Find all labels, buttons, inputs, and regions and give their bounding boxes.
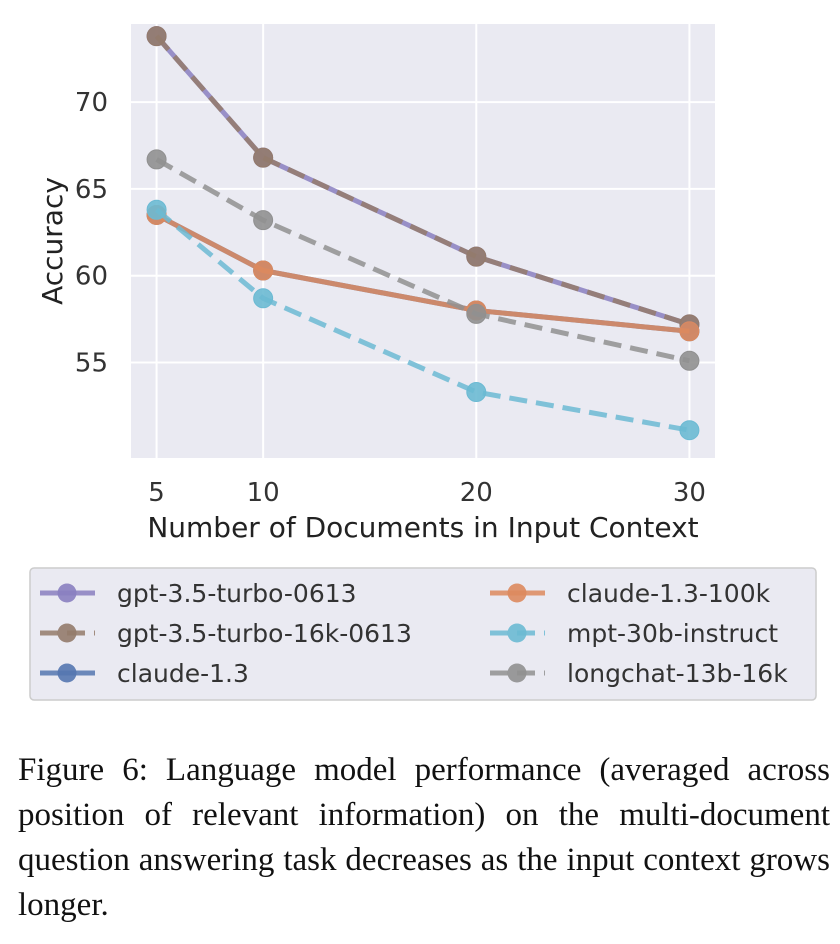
y-axis-label: Accuracy xyxy=(36,177,69,305)
legend: gpt-3.5-turbo-0613 gpt-3.5-turbo-16k-0613… xyxy=(40,579,788,688)
data-point xyxy=(146,199,167,220)
grid xyxy=(131,24,715,458)
data-point xyxy=(679,321,700,342)
plot-area xyxy=(131,24,715,458)
legend-swatch-marker xyxy=(57,583,77,603)
data-point xyxy=(253,147,274,168)
legend-label: claude-1.3-100k xyxy=(567,579,771,608)
legend-label: mpt-30b-instruct xyxy=(567,619,778,648)
series-layer xyxy=(146,26,700,441)
y-tick-label: 70 xyxy=(75,88,108,118)
data-point xyxy=(466,303,487,324)
data-point xyxy=(146,149,167,170)
legend-swatch-marker xyxy=(507,623,527,643)
x-tick-label: 20 xyxy=(460,478,493,508)
series-mpt-30b-instruct xyxy=(146,199,700,441)
series-line xyxy=(154,207,690,433)
data-point xyxy=(466,246,487,267)
y-tick-label: 60 xyxy=(75,262,108,292)
legend-swatch-marker xyxy=(57,663,77,683)
x-tick-label: 30 xyxy=(673,478,706,508)
data-point xyxy=(253,210,274,231)
legend-item: mpt-30b-instruct xyxy=(490,619,778,648)
legend-item: gpt-3.5-turbo-0613 xyxy=(40,579,357,608)
series-line xyxy=(155,157,690,364)
legend-box xyxy=(29,567,817,701)
data-point xyxy=(253,288,274,309)
legend-swatch-marker xyxy=(57,623,77,643)
line-chart: 5 10 20 30 55 60 65 70 Number of Documents in I… xyxy=(29,24,817,701)
series-line xyxy=(155,212,690,334)
legend-item: longchat-13b-16k xyxy=(490,659,788,688)
data-point xyxy=(253,260,274,281)
legend-label: longchat-13b-16k xyxy=(567,659,788,688)
x-axis-label: Number of Documents in Input Context xyxy=(147,511,698,544)
data-point xyxy=(466,382,487,403)
data-point xyxy=(146,26,167,47)
figure-caption: Figure 6: Language model performance (av… xyxy=(18,752,830,923)
series-longchat-13b-16k xyxy=(146,149,700,371)
legend-item: claude-1.3 xyxy=(40,659,249,688)
legend-label: gpt-3.5-turbo-0613 xyxy=(117,579,357,608)
legend-label: gpt-3.5-turbo-16k-0613 xyxy=(117,619,412,648)
y-tick-label: 55 xyxy=(75,349,108,379)
ticks: 5 10 20 30 55 60 65 70 xyxy=(75,88,706,508)
legend-swatch-marker xyxy=(507,583,527,603)
x-tick-label: 10 xyxy=(247,478,280,508)
legend-swatch-marker xyxy=(507,663,527,683)
data-point xyxy=(679,350,700,371)
series-line xyxy=(154,34,691,327)
data-point xyxy=(679,420,700,441)
legend-item: claude-1.3-100k xyxy=(490,579,771,608)
x-tick-label: 5 xyxy=(148,478,165,508)
y-tick-label: 65 xyxy=(75,175,108,205)
legend-label: claude-1.3 xyxy=(117,659,249,688)
legend-item: gpt-3.5-turbo-16k-0613 xyxy=(40,619,412,648)
